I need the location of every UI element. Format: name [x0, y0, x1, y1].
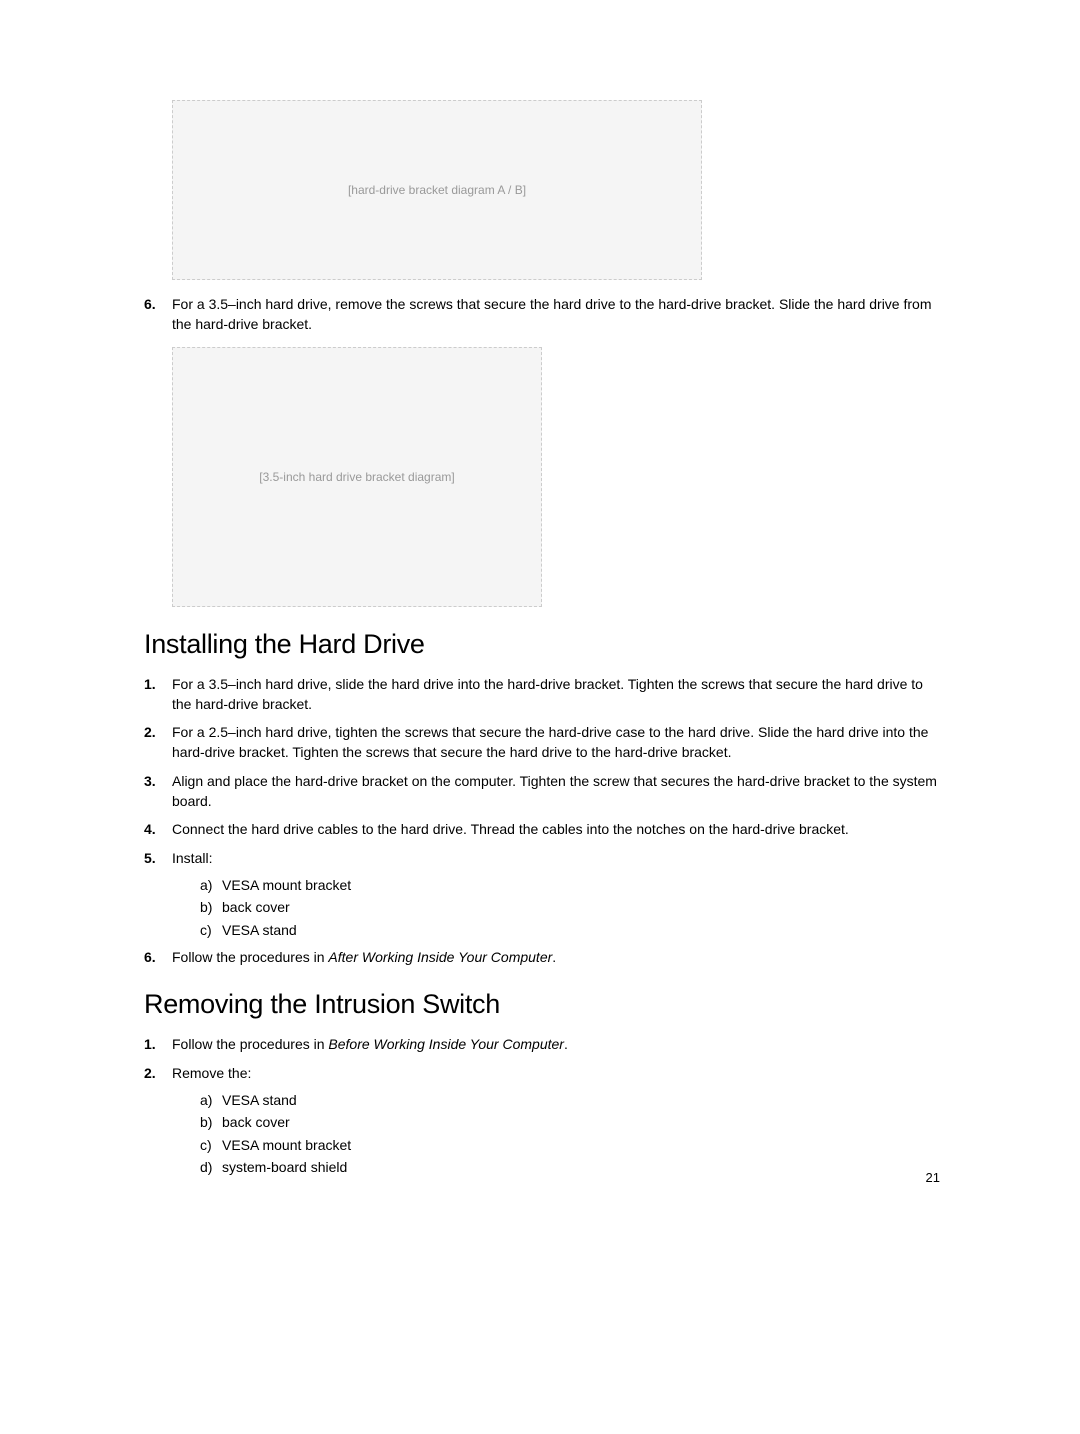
step-prefix: Follow the procedures in: [172, 1036, 328, 1052]
step-text: For a 3.5–inch hard drive, remove the sc…: [172, 294, 940, 335]
sublist-item: c) VESA mount bracket: [200, 1134, 940, 1156]
step-row: 2. Remove the: a) VESA stand b) back cov…: [144, 1063, 940, 1179]
figure-hard-drive-brackets: [hard-drive bracket diagram A / B]: [172, 100, 702, 280]
page-content: [hard-drive bracket diagram A / B] 6. Fo…: [144, 100, 940, 1179]
sublist: a) VESA stand b) back cover c) VESA moun…: [172, 1089, 940, 1179]
step-number: 4.: [144, 819, 172, 839]
sublist-text: VESA stand: [222, 919, 940, 941]
step-row: 5. Install: a) VESA mount bracket b) bac…: [144, 848, 940, 941]
step-number: 6.: [144, 294, 172, 335]
step-row: 6. For a 3.5–inch hard drive, remove the…: [144, 294, 940, 335]
step-text: Remove the: a) VESA stand b) back cover …: [172, 1063, 940, 1179]
sublist-text: VESA mount bracket: [222, 1134, 940, 1156]
sublist-text: back cover: [222, 1111, 940, 1133]
sublist-item: a) VESA mount bracket: [200, 874, 940, 896]
heading-removing-intrusion-switch: Removing the Intrusion Switch: [144, 989, 940, 1020]
step-row: 6. Follow the procedures in After Workin…: [144, 947, 940, 967]
sublist-marker: a): [200, 874, 222, 896]
sublist-marker: c): [200, 919, 222, 941]
step-lead: Install:: [172, 850, 212, 866]
step-italic-ref: Before Working Inside Your Computer: [328, 1036, 564, 1052]
figure-alt: [hard-drive bracket diagram A / B]: [348, 183, 526, 197]
sublist-item: a) VESA stand: [200, 1089, 940, 1111]
step-row: 1. Follow the procedures in Before Worki…: [144, 1034, 940, 1054]
sublist-text: back cover: [222, 896, 940, 918]
figure-alt: [3.5-inch hard drive bracket diagram]: [259, 470, 454, 484]
step-number: 2.: [144, 1063, 172, 1179]
step-italic-ref: After Working Inside Your Computer: [328, 949, 552, 965]
sublist-item: d) system-board shield: [200, 1156, 940, 1178]
step-text: Follow the procedures in Before Working …: [172, 1034, 940, 1054]
sublist-item: c) VESA stand: [200, 919, 940, 941]
sublist-item: b) back cover: [200, 896, 940, 918]
sublist-marker: b): [200, 1111, 222, 1133]
step-suffix: .: [564, 1036, 568, 1052]
step-number: 1.: [144, 1034, 172, 1054]
step-suffix: .: [552, 949, 556, 965]
sublist: a) VESA mount bracket b) back cover c) V…: [172, 874, 940, 941]
step-row: 1. For a 3.5–inch hard drive, slide the …: [144, 674, 940, 715]
heading-installing-hard-drive: Installing the Hard Drive: [144, 629, 940, 660]
figure-35-hard-drive: [3.5-inch hard drive bracket diagram]: [172, 347, 542, 607]
sublist-marker: c): [200, 1134, 222, 1156]
step-number: 3.: [144, 771, 172, 812]
step-row: 3. Align and place the hard-drive bracke…: [144, 771, 940, 812]
step-text: Install: a) VESA mount bracket b) back c…: [172, 848, 940, 941]
step-prefix: Follow the procedures in: [172, 949, 328, 965]
page-number: 21: [926, 1170, 940, 1185]
sublist-marker: b): [200, 896, 222, 918]
sublist-text: system-board shield: [222, 1156, 940, 1178]
step-row: 2. For a 2.5–inch hard drive, tighten th…: [144, 722, 940, 763]
step-text: Connect the hard drive cables to the har…: [172, 819, 940, 839]
step-number: 2.: [144, 722, 172, 763]
step-text: For a 3.5–inch hard drive, slide the har…: [172, 674, 940, 715]
step-row: 4. Connect the hard drive cables to the …: [144, 819, 940, 839]
step-number: 6.: [144, 947, 172, 967]
sublist-text: VESA stand: [222, 1089, 940, 1111]
sublist-marker: d): [200, 1156, 222, 1178]
sublist-item: b) back cover: [200, 1111, 940, 1133]
step-text: Align and place the hard-drive bracket o…: [172, 771, 940, 812]
sublist-marker: a): [200, 1089, 222, 1111]
sublist-text: VESA mount bracket: [222, 874, 940, 896]
step-number: 1.: [144, 674, 172, 715]
step-number: 5.: [144, 848, 172, 941]
step-lead: Remove the:: [172, 1065, 251, 1081]
step-text: For a 2.5–inch hard drive, tighten the s…: [172, 722, 940, 763]
step-text: Follow the procedures in After Working I…: [172, 947, 940, 967]
